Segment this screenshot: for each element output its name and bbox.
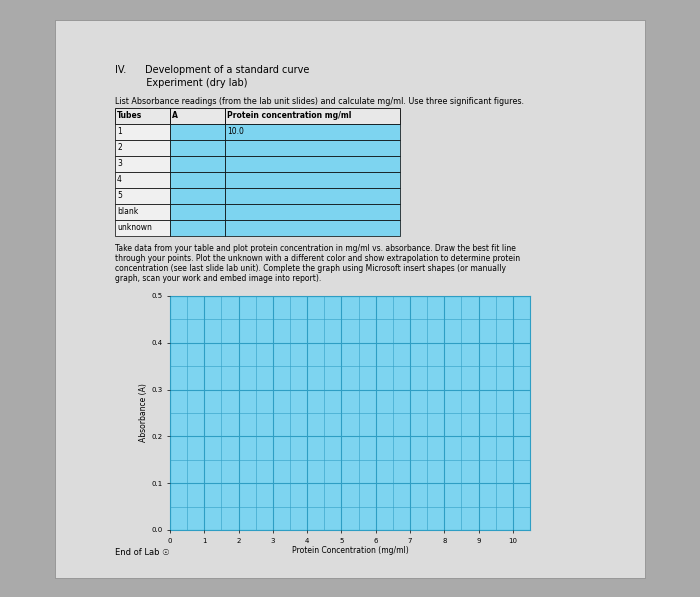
Text: 4: 4 [117,176,122,184]
Bar [225,204,400,220]
Bar [170,220,225,236]
Bar [115,108,170,124]
Bar [115,156,170,172]
Text: 3: 3 [117,159,122,168]
Bar [170,108,225,124]
Bar [55,20,645,578]
Text: Protein concentration mg/ml: Protein concentration mg/ml [227,112,351,121]
Bar [225,124,400,140]
Text: Experiment (dry lab): Experiment (dry lab) [115,78,248,88]
Text: graph, scan your work and embed image into report).: graph, scan your work and embed image in… [115,274,321,283]
Text: 2: 2 [117,143,122,152]
Bar [115,140,170,156]
Text: List Absorbance readings (from the lab unit slides) and calculate mg/ml. Use thr: List Absorbance readings (from the lab u… [115,97,524,106]
Text: Take data from your table and plot protein concentration in mg/ml vs. absorbance: Take data from your table and plot prote… [115,244,516,253]
Text: End of Lab ☉: End of Lab ☉ [115,548,169,557]
Y-axis label: Absorbance (A): Absorbance (A) [139,383,148,442]
Bar [170,156,225,172]
Bar [170,124,225,140]
Bar [115,220,170,236]
Text: 1: 1 [117,128,122,137]
Text: A: A [172,112,178,121]
Text: Tubes: Tubes [117,112,142,121]
Text: through your points. Plot the ​unknown​ with a ​different color​ and show extrap: through your points. Plot the ​unknown​ … [115,254,520,263]
Bar [115,124,170,140]
Text: blank: blank [117,208,139,217]
Bar [170,204,225,220]
Bar [115,188,170,204]
Bar [170,140,225,156]
Bar [225,172,400,188]
Bar [115,204,170,220]
X-axis label: Protein Concentration (mg/ml): Protein Concentration (mg/ml) [292,546,408,555]
Bar [225,188,400,204]
Bar [225,156,400,172]
Text: 5: 5 [117,192,122,201]
Text: 10.0: 10.0 [227,128,244,137]
Bar [170,188,225,204]
Text: concentration (see last slide lab unit). Complete the graph using Microsoft inse: concentration (see last slide lab unit).… [115,264,506,273]
Bar [225,140,400,156]
Bar [225,108,400,124]
Bar [170,172,225,188]
Bar [115,172,170,188]
Text: unknown: unknown [117,223,152,232]
Text: IV.      Development of a standard curve: IV. Development of a standard curve [115,65,309,75]
Bar [225,220,400,236]
